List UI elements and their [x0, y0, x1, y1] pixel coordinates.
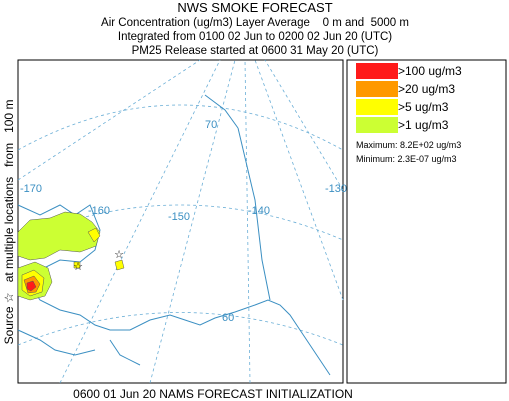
legend-stat: Minimum: 2.3E-07 ug/m3 [356, 154, 457, 164]
smoke-contour [87, 227, 101, 243]
grid-label: -150 [168, 211, 190, 223]
header-line: PM25 Release started at 0600 31 May 20 (… [132, 45, 379, 57]
legend-stat: Maximum: 8.2E+02 ug/m3 [356, 140, 461, 150]
map: -170 -160 -150 -140 -130 70 60 ☆ ☆ [17, 59, 347, 384]
smoke-contour [73, 261, 81, 269]
grid-label: 60 [222, 312, 234, 324]
coastline [17, 94, 331, 376]
header-line: Air Concentration (ug/m3) Layer Average … [101, 17, 409, 29]
smoke-contour [26, 280, 37, 292]
legend-swatch [356, 81, 398, 97]
legend-swatch [356, 63, 398, 79]
legend-label: >5 ug/m3 [398, 100, 449, 114]
grid-label: -130 [325, 183, 347, 195]
grid-label: 70 [205, 119, 217, 131]
title: NWS SMOKE FORECAST [177, 0, 332, 15]
source-star: ☆ [114, 249, 124, 261]
header-line: Integrated from 0100 02 Jun to 0200 02 J… [118, 31, 392, 43]
legend-items: >100 ug/m3 >20 ug/m3 >5 ug/m3 >1 ug/m3 [356, 63, 462, 133]
smoke-plume [17, 211, 125, 301]
grid-label: -170 [20, 183, 42, 195]
legend-label: >1 ug/m3 [398, 118, 449, 132]
legend-label: >100 ug/m3 [398, 64, 462, 78]
legend: >100 ug/m3 >20 ug/m3 >5 ug/m3 >1 ug/m3 Maxi… [346, 59, 507, 384]
footer: 0600 01 Jun 20 NAMS FORECAST INITIALIZAT… [73, 387, 353, 401]
legend-label: >20 ug/m3 [398, 82, 455, 96]
legend-swatch [356, 117, 398, 133]
smoke-contour [17, 211, 101, 261]
grid-label: -140 [248, 205, 270, 217]
smoke-contour [114, 259, 125, 271]
source-star: ☆ [73, 261, 83, 273]
grid-label: -160 [88, 205, 110, 217]
side-label: Source ☆ at multiple locations from 100 … [2, 100, 16, 345]
legend-swatch [356, 99, 398, 115]
